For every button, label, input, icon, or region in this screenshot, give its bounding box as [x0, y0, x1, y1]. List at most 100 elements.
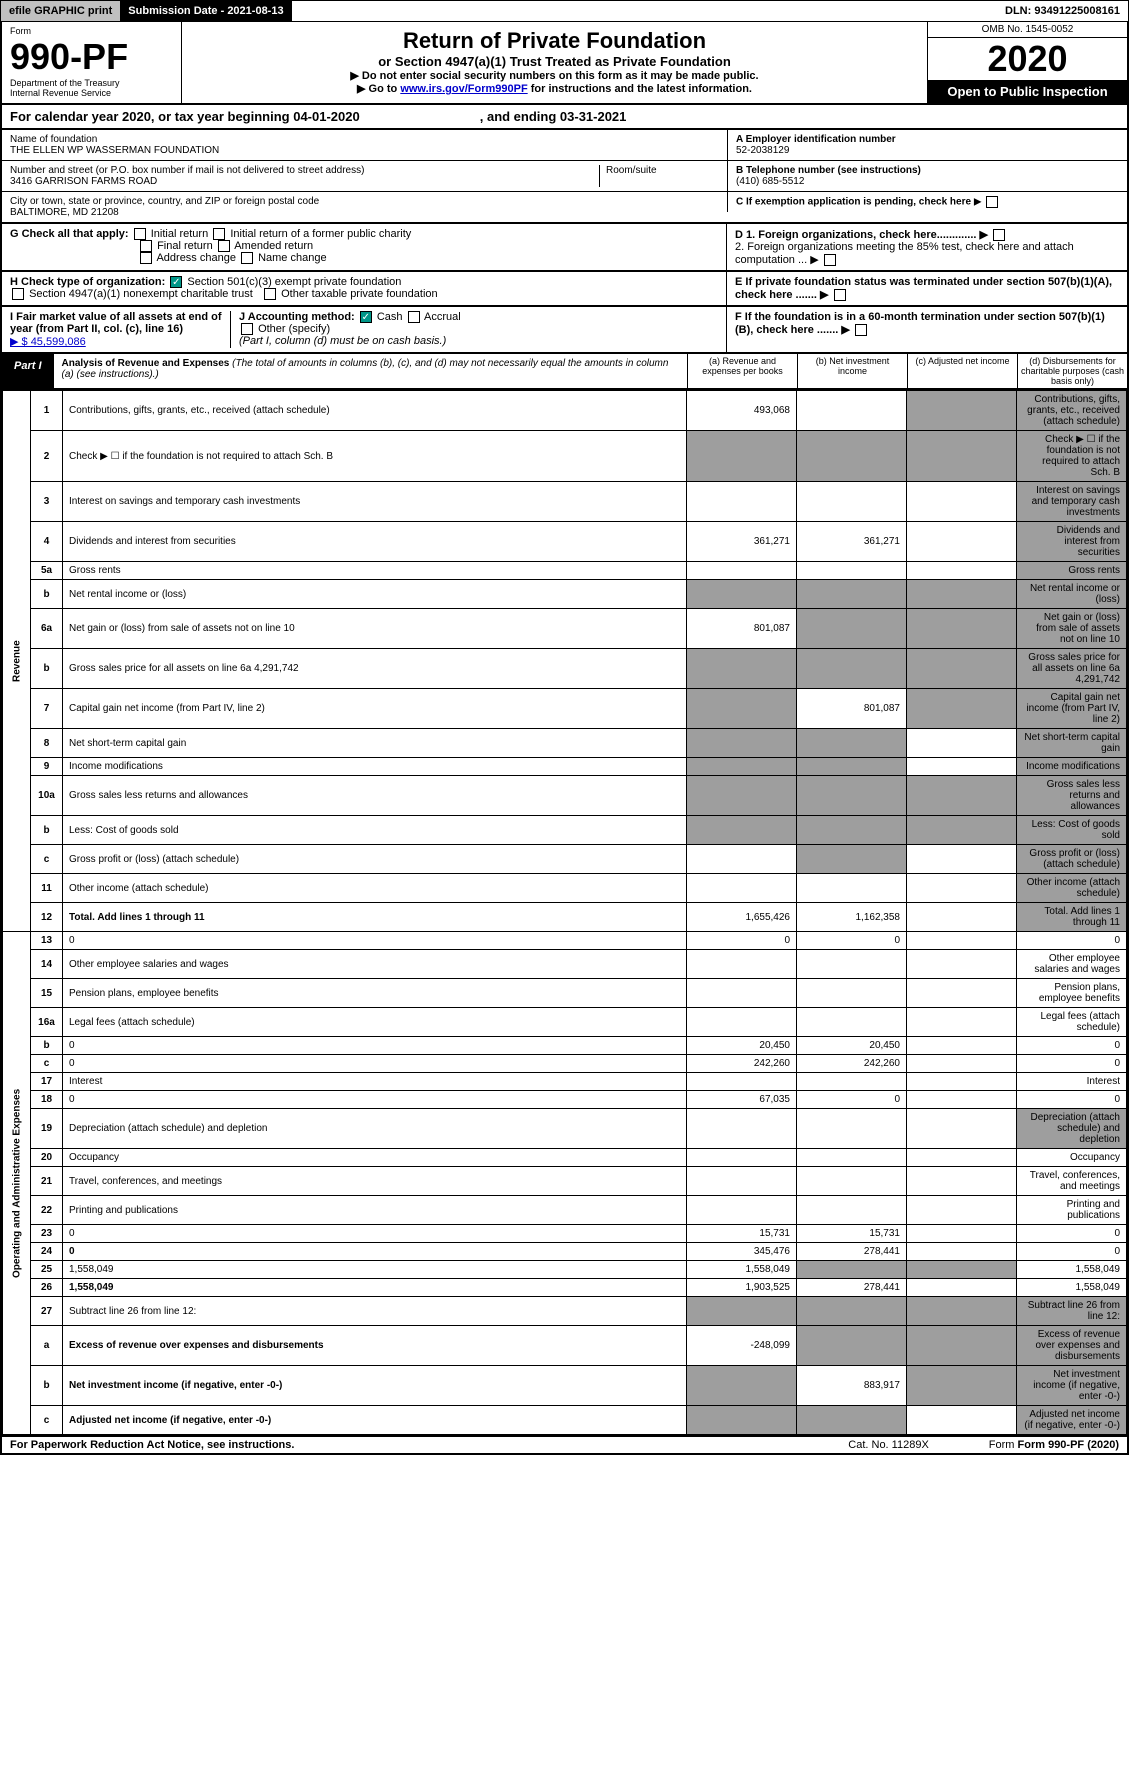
form-number: 990-PF [10, 36, 173, 78]
cell-d: 0 [1017, 1091, 1127, 1109]
chk-cash[interactable] [360, 311, 372, 323]
form-right: OMB No. 1545-0052 2020 Open to Public In… [927, 22, 1127, 103]
cell-b [797, 1008, 907, 1037]
cell-d: Dividends and interest from securities [1017, 522, 1127, 562]
cell-b: 361,271 [797, 522, 907, 562]
row-desc: 0 [63, 1225, 687, 1243]
cell-b: 883,917 [797, 1366, 907, 1406]
table-row: bGross sales price for all assets on lin… [3, 649, 1127, 689]
table-row: 7Capital gain net income (from Part IV, … [3, 689, 1127, 729]
chk-addr[interactable] [140, 252, 152, 264]
chk-name[interactable] [241, 252, 253, 264]
j-other: Other (specify) [258, 323, 330, 335]
cell-a: 67,035 [687, 1091, 797, 1109]
j-note: (Part I, column (d) must be on cash basi… [239, 335, 446, 347]
cell-c [907, 689, 1017, 729]
efile-button[interactable]: efile GRAPHIC print [1, 1, 120, 21]
row-num: c [31, 1406, 63, 1435]
chk-other-tax[interactable] [264, 288, 276, 300]
cell-b [797, 1073, 907, 1091]
table-row: 15Pension plans, employee benefitsPensio… [3, 979, 1127, 1008]
cell-d: Printing and publications [1017, 1196, 1127, 1225]
addr-val: 3416 GARRISON FARMS ROAD [10, 176, 599, 187]
cell-a: 1,558,049 [687, 1261, 797, 1279]
d1-chk[interactable] [993, 229, 1005, 241]
part1-tab: Part I [2, 354, 54, 388]
d2-chk[interactable] [824, 254, 836, 266]
cell-a: 0 [687, 932, 797, 950]
chk-4947[interactable] [12, 288, 24, 300]
row-desc: Gross profit or (loss) (attach schedule) [63, 845, 687, 874]
i-value[interactable]: ▶ $ 45,599,086 [10, 336, 86, 348]
chk-amended[interactable] [218, 240, 230, 252]
row-desc: Excess of revenue over expenses and disb… [63, 1326, 687, 1366]
cell-c [907, 1243, 1017, 1261]
cell-d: Legal fees (attach schedule) [1017, 1008, 1127, 1037]
row-desc: Other income (attach schedule) [63, 874, 687, 903]
cell-c [907, 1091, 1017, 1109]
col-d-hdr: (d) Disbursements for charitable purpose… [1017, 354, 1127, 388]
cell-c [907, 845, 1017, 874]
cell-a: 1,655,426 [687, 903, 797, 932]
cell-c [907, 1167, 1017, 1196]
e-chk[interactable] [834, 289, 846, 301]
f-chk[interactable] [855, 324, 867, 336]
cell-c [907, 903, 1017, 932]
cell-c [907, 1225, 1017, 1243]
row-num: 19 [31, 1109, 63, 1149]
cell-a [687, 1406, 797, 1435]
cell-b [797, 1326, 907, 1366]
irs-link[interactable]: www.irs.gov/Form990PF [400, 83, 527, 95]
cell-a [687, 1167, 797, 1196]
cell-c [907, 1073, 1017, 1091]
city-val: BALTIMORE, MD 21208 [10, 207, 719, 218]
cell-c [907, 1406, 1017, 1435]
row-num: b [31, 649, 63, 689]
cell-c [907, 1297, 1017, 1326]
cell-b [797, 649, 907, 689]
cell-a: 20,450 [687, 1037, 797, 1055]
info-left: Name of foundation THE ELLEN WP WASSERMA… [2, 130, 727, 222]
row-desc: Net gain or (loss) from sale of assets n… [63, 609, 687, 649]
ein-lbl: A Employer identification number [736, 134, 1119, 145]
cell-a [687, 1073, 797, 1091]
table-row: bNet investment income (if negative, ent… [3, 1366, 1127, 1406]
cell-b [797, 950, 907, 979]
side-revenue: Revenue [3, 391, 31, 932]
footer-left: For Paperwork Reduction Act Notice, see … [10, 1439, 294, 1451]
row-num: 14 [31, 950, 63, 979]
cell-c [907, 562, 1017, 580]
cell-b [797, 1149, 907, 1167]
cell-b [797, 776, 907, 816]
row-num: 16a [31, 1008, 63, 1037]
chk-accrual[interactable] [408, 311, 420, 323]
cell-a [687, 1149, 797, 1167]
part1-title: Analysis of Revenue and Expenses [62, 358, 230, 369]
row-desc: Travel, conferences, and meetings [63, 1167, 687, 1196]
chk-501c3[interactable] [170, 276, 182, 288]
cell-d: 1,558,049 [1017, 1261, 1127, 1279]
cell-b [797, 431, 907, 482]
chk-initial[interactable] [134, 228, 146, 240]
chk-final[interactable] [140, 240, 152, 252]
table-row: 4Dividends and interest from securities3… [3, 522, 1127, 562]
chk-other[interactable] [241, 323, 253, 335]
table-row: 9Income modificationsIncome modification… [3, 758, 1127, 776]
row-num: 22 [31, 1196, 63, 1225]
cell-d: Other employee salaries and wages [1017, 950, 1127, 979]
chk-initial-former[interactable] [213, 228, 225, 240]
cell-b [797, 391, 907, 431]
efile-label: efile GRAPHIC print [9, 5, 112, 17]
table-row: 2Check ▶ ☐ if the foundation is not requ… [3, 431, 1127, 482]
row-desc: Other employee salaries and wages [63, 950, 687, 979]
part1-desc: Analysis of Revenue and Expenses (The to… [54, 354, 687, 388]
cell-a [687, 845, 797, 874]
c-checkbox[interactable] [986, 196, 998, 208]
part1-table: Revenue1Contributions, gifts, grants, et… [0, 390, 1129, 1437]
form-center: Return of Private Foundation or Section … [182, 22, 927, 103]
name-cell: Name of foundation THE ELLEN WP WASSERMA… [2, 130, 727, 161]
row-desc: Interest on savings and temporary cash i… [63, 482, 687, 522]
instr-1: ▶ Do not enter social security numbers o… [188, 69, 921, 82]
calendar-year-row: For calendar year 2020, or tax year begi… [0, 105, 1129, 130]
cell-c [907, 1279, 1017, 1297]
